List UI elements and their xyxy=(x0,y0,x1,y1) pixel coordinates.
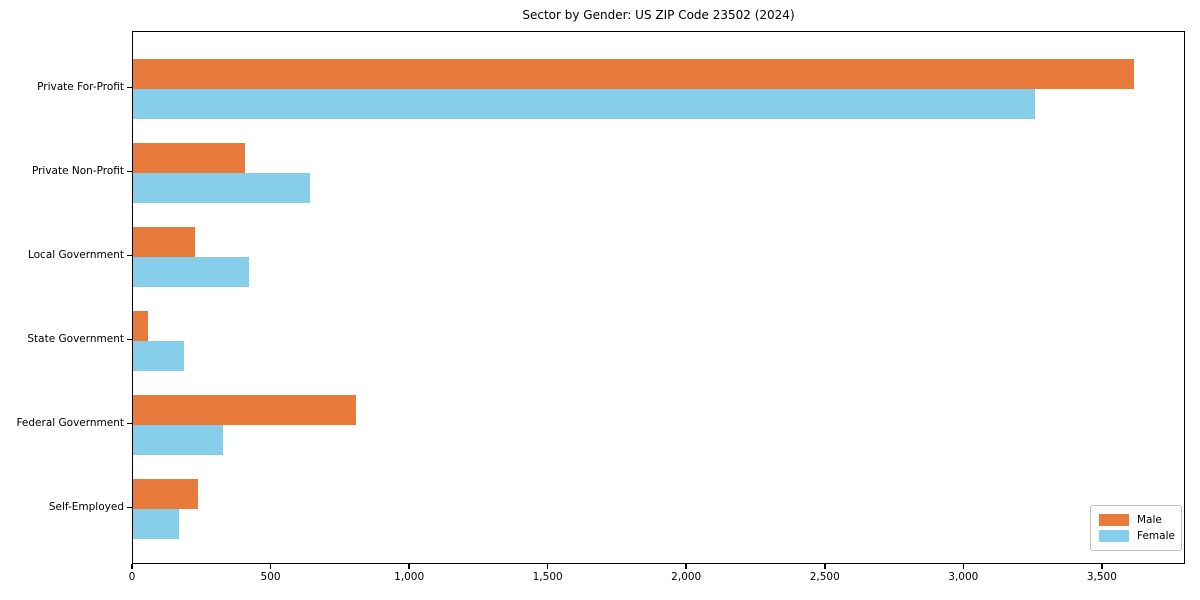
x-tick-label-1500: 1,500 xyxy=(532,571,563,583)
x-tick-label-3500: 3,500 xyxy=(1086,571,1117,583)
legend-swatch-male xyxy=(1099,514,1129,526)
x-tick-mark xyxy=(824,564,826,569)
x-tick-mark xyxy=(269,564,272,569)
legend: Male Female xyxy=(1090,505,1182,551)
x-tick-label-2000: 2,000 xyxy=(671,571,702,583)
y-tick-label-self-employed: Self-Employed xyxy=(48,500,124,513)
bar-female-private-non-profit xyxy=(133,172,310,203)
x-tick-mark xyxy=(131,564,133,569)
y-tick-mark xyxy=(127,506,132,509)
y-tick-label-federal-government: Federal Government xyxy=(16,416,124,429)
bar-male-private-non-profit xyxy=(133,142,245,173)
y-tick-mark xyxy=(127,254,132,257)
x-tick-mark xyxy=(546,564,549,569)
bar-female-private-for-profit xyxy=(133,88,1035,119)
bar-male-local-government xyxy=(133,226,196,257)
bar-female-state-government xyxy=(133,340,185,371)
bar-male-self-employed xyxy=(133,478,198,509)
legend-swatch-female xyxy=(1099,530,1129,542)
x-tick-mark xyxy=(408,564,410,569)
legend-item-male: Male xyxy=(1099,512,1174,528)
bar-female-local-government xyxy=(133,256,250,287)
x-tick-label-2500: 2,500 xyxy=(809,571,840,583)
x-tick-mark xyxy=(685,564,687,569)
legend-item-female: Female xyxy=(1099,528,1175,544)
legend-label-female: Female xyxy=(1137,530,1175,542)
y-tick-mark xyxy=(127,86,132,89)
x-tick-label-1000: 1,000 xyxy=(394,571,425,583)
x-tick-mark xyxy=(962,564,965,569)
y-tick-label-private-for-profit: Private For-Profit xyxy=(37,80,124,93)
bar-female-federal-government xyxy=(133,424,223,455)
y-tick-mark xyxy=(127,170,132,173)
x-tick-label-500: 500 xyxy=(260,571,281,583)
x-tick-label-3000: 3,000 xyxy=(948,571,979,583)
bar-male-federal-government xyxy=(133,394,356,425)
plot-area xyxy=(132,31,1185,564)
y-tick-label-state-government: State Government xyxy=(27,332,124,345)
y-tick-label-local-government: Local Government xyxy=(27,248,124,261)
x-tick-mark xyxy=(1101,564,1103,569)
bar-female-self-employed xyxy=(133,508,179,539)
legend-label-male: Male xyxy=(1137,514,1162,526)
x-tick-label-0: 0 xyxy=(128,571,136,583)
y-tick-label-private-non-profit: Private Non-Profit xyxy=(31,164,124,177)
y-tick-mark xyxy=(127,338,132,341)
bar-male-state-government xyxy=(133,310,149,341)
chart-title: Sector by Gender: US ZIP Code 23502 (202… xyxy=(522,8,795,22)
y-tick-mark xyxy=(127,422,132,425)
bar-male-private-for-profit xyxy=(133,58,1135,89)
